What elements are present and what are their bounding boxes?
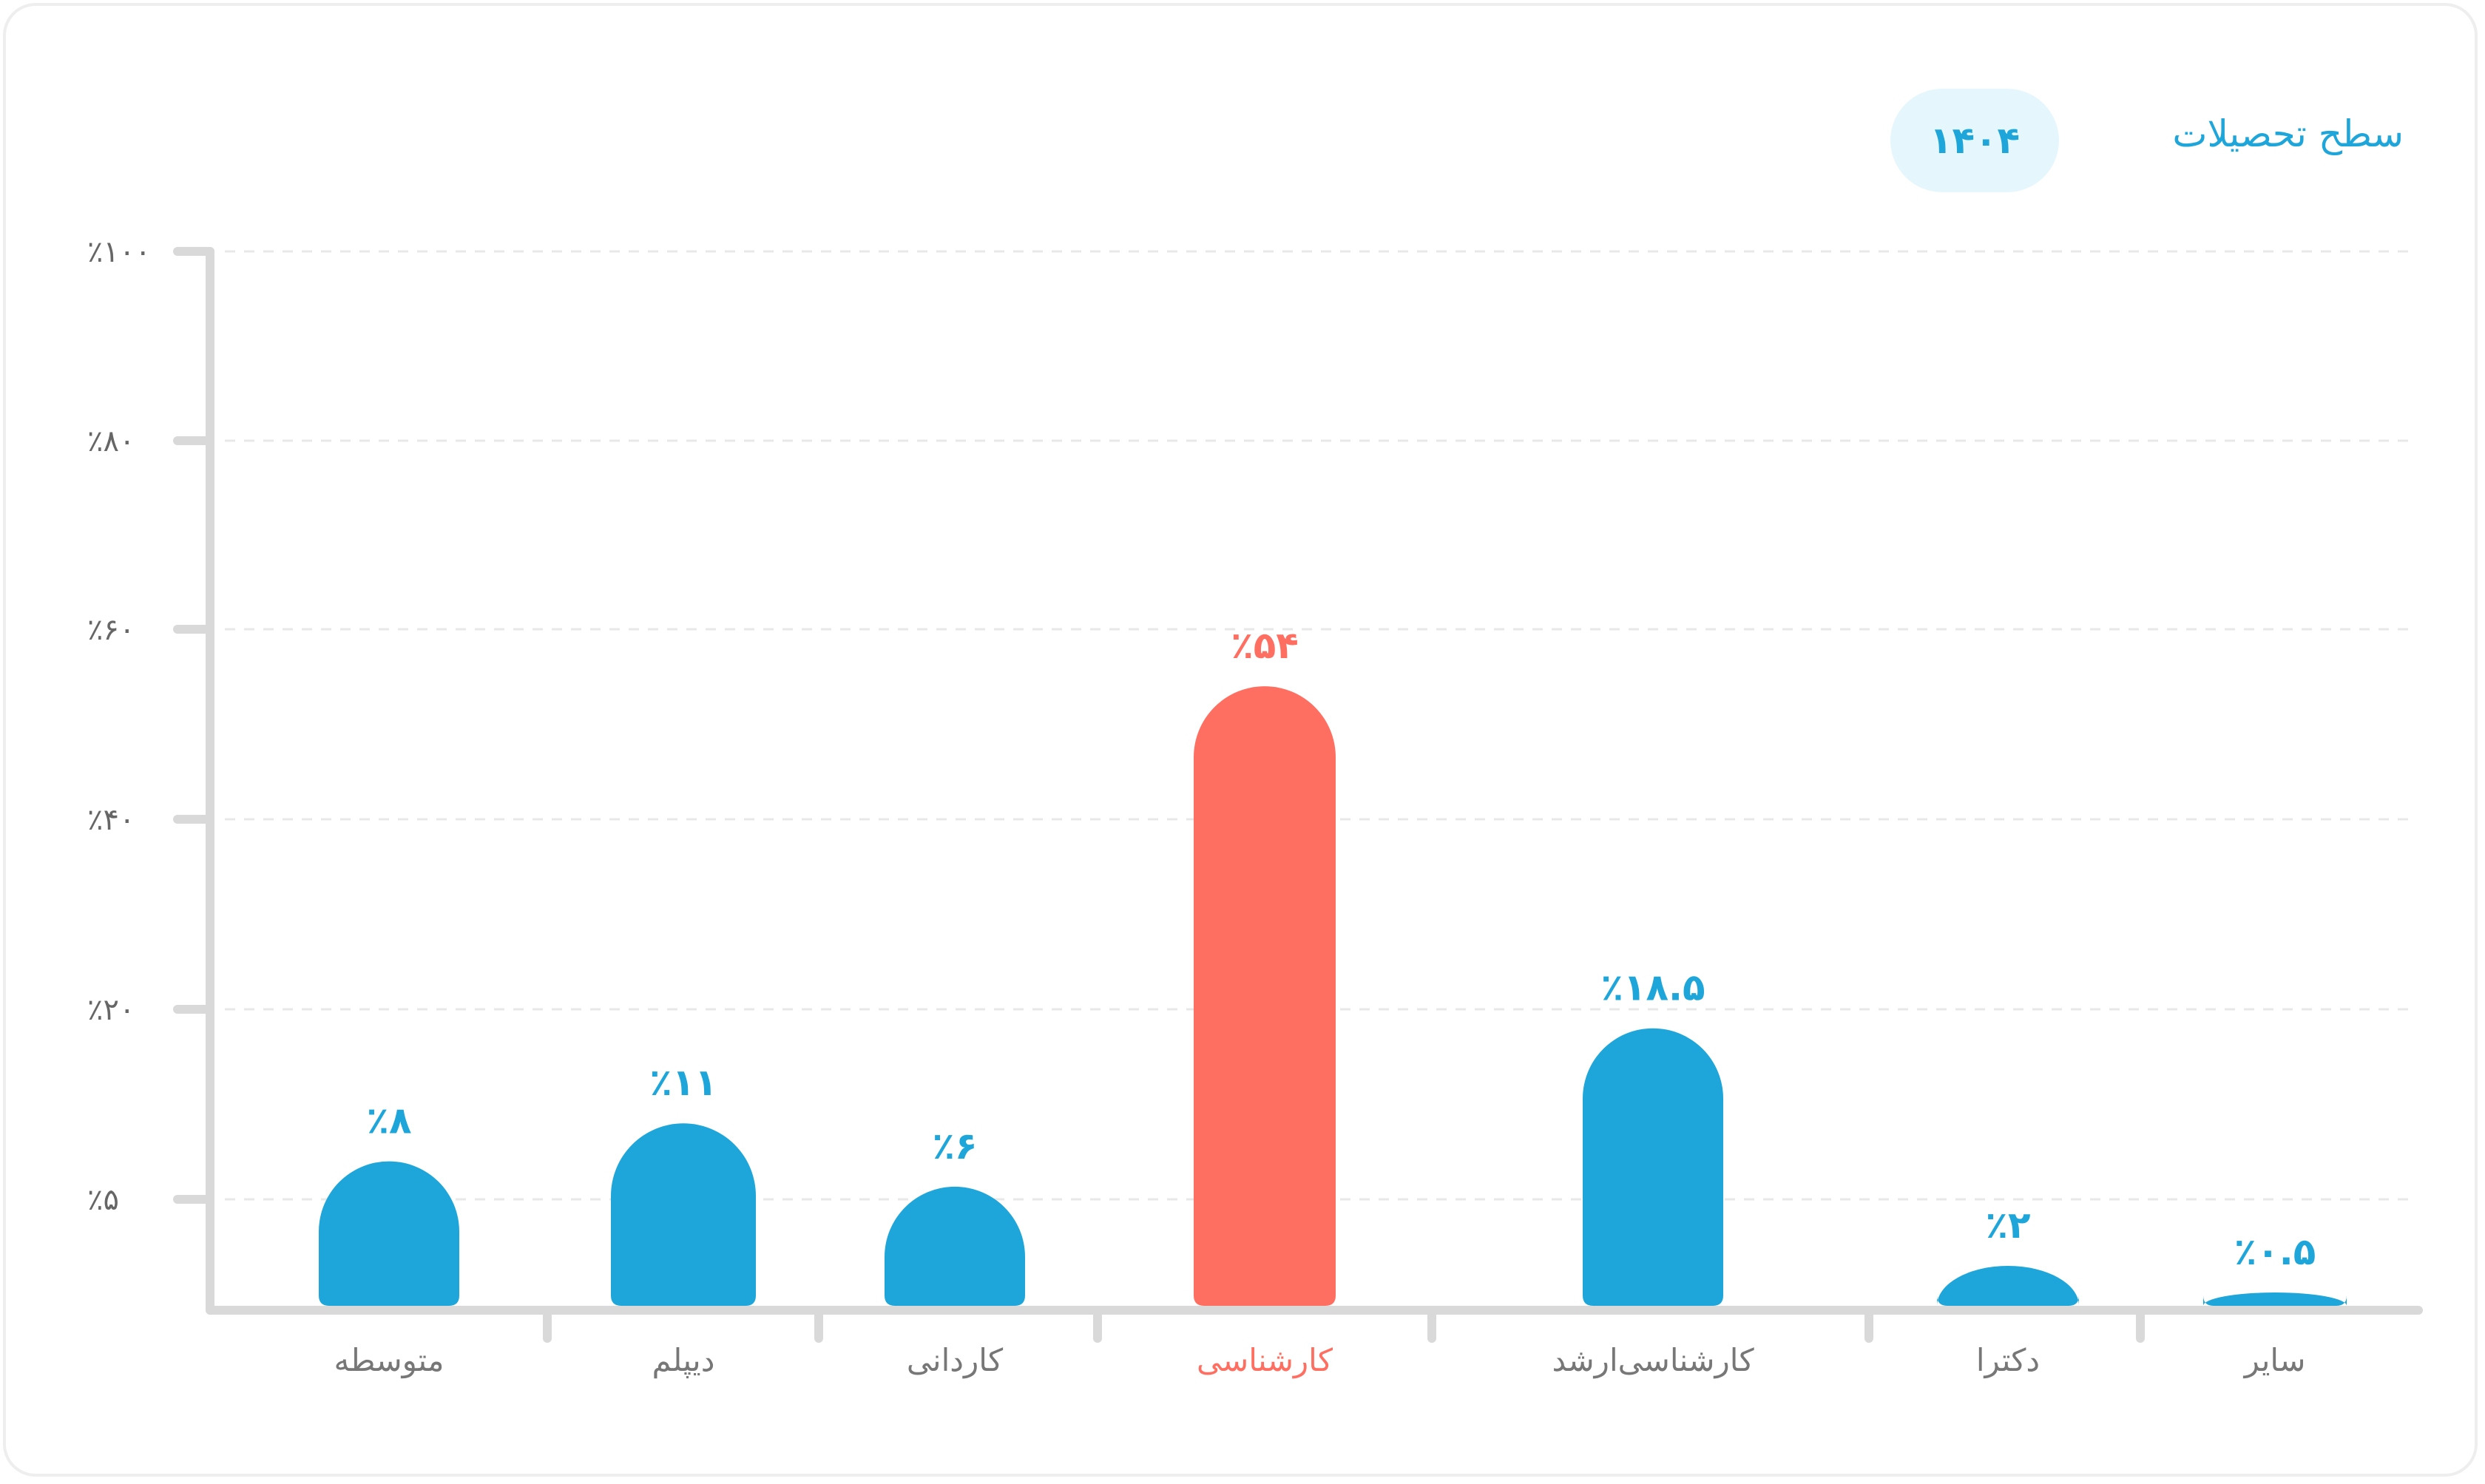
value-label: ٪۲ xyxy=(1985,1204,2030,1247)
y-tick-label: ٪۱۰۰ xyxy=(87,235,151,269)
y-tick-label: ٪۶۰ xyxy=(87,613,135,647)
chart-title: سطح تحصیلات xyxy=(2172,112,2404,155)
y-tick-label: ٪۴۰ xyxy=(87,803,135,837)
year-selector[interactable]: ۱۴۰۴ xyxy=(1890,89,2059,192)
bar xyxy=(319,1161,459,1306)
category-label: سایر xyxy=(2243,1342,2306,1378)
bar xyxy=(1583,1028,1723,1306)
y-tick-label: ٪۸۰ xyxy=(87,424,135,458)
category-label: کاردانی xyxy=(907,1342,1003,1378)
value-label: ٪۶ xyxy=(932,1125,977,1168)
value-label: ٪۰.۵ xyxy=(2234,1230,2316,1273)
y-tick-label: ٪۵ xyxy=(87,1183,119,1217)
value-label: ٪۵۴ xyxy=(1231,624,1299,667)
y-tick-label: ٪۲۰ xyxy=(87,993,135,1027)
value-label: ٪۸ xyxy=(366,1100,411,1142)
category-label: متوسطه xyxy=(334,1342,444,1378)
bar xyxy=(2203,1292,2347,1306)
category-label: کارشناسی xyxy=(1197,1342,1333,1378)
value-label: ٪۱۸.۵ xyxy=(1600,966,1705,1009)
bar xyxy=(1194,686,1336,1306)
bar xyxy=(611,1123,756,1306)
category-label: دیپلم xyxy=(652,1342,715,1379)
value-label: ٪۱۱ xyxy=(649,1061,717,1104)
category-label: دکترا xyxy=(1976,1342,2040,1378)
bar xyxy=(1937,1266,2079,1306)
bar xyxy=(885,1186,1025,1306)
category-label: کارشناسی‌ارشد xyxy=(1552,1342,1754,1378)
